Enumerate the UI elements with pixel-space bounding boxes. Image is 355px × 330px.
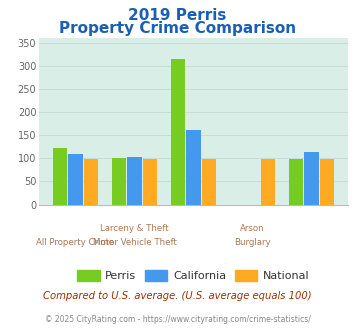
- Text: © 2025 CityRating.com - https://www.cityrating.com/crime-statistics/: © 2025 CityRating.com - https://www.city…: [45, 315, 310, 324]
- Bar: [320, 159, 334, 205]
- Text: Larceny & Theft: Larceny & Theft: [100, 224, 169, 233]
- Bar: [112, 158, 126, 205]
- Legend: Perris, California, National: Perris, California, National: [73, 266, 314, 286]
- Bar: [304, 152, 318, 205]
- Bar: [127, 157, 142, 205]
- Bar: [289, 159, 303, 205]
- Bar: [84, 159, 98, 205]
- Bar: [171, 59, 185, 205]
- Text: All Property Crime: All Property Crime: [37, 238, 115, 247]
- Text: Burglary: Burglary: [234, 238, 271, 247]
- Bar: [202, 159, 216, 205]
- Bar: [53, 148, 67, 205]
- Text: Property Crime Comparison: Property Crime Comparison: [59, 21, 296, 36]
- Bar: [69, 154, 83, 205]
- Bar: [186, 130, 201, 205]
- Text: 2019 Perris: 2019 Perris: [128, 8, 227, 23]
- Bar: [261, 159, 275, 205]
- Bar: [143, 159, 157, 205]
- Text: Arson: Arson: [240, 224, 265, 233]
- Text: Motor Vehicle Theft: Motor Vehicle Theft: [93, 238, 176, 247]
- Text: Compared to U.S. average. (U.S. average equals 100): Compared to U.S. average. (U.S. average …: [43, 291, 312, 301]
